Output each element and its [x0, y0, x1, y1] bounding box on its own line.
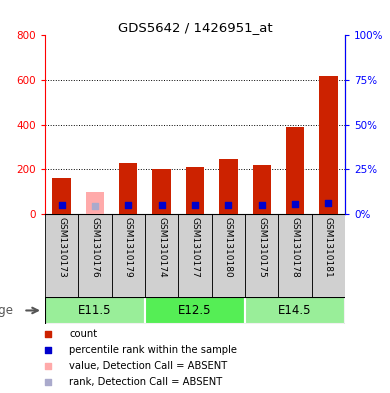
- Point: [45, 331, 51, 337]
- Point: [58, 202, 65, 209]
- Text: GSM1310174: GSM1310174: [157, 217, 166, 277]
- Point: [325, 200, 332, 206]
- Text: E11.5: E11.5: [78, 304, 112, 317]
- Bar: [319, 75, 338, 214]
- Bar: [245, 297, 345, 324]
- Bar: [45, 214, 78, 297]
- Text: value, Detection Call = ABSENT: value, Detection Call = ABSENT: [69, 361, 228, 371]
- Bar: [152, 169, 171, 214]
- Text: GSM1310178: GSM1310178: [291, 217, 300, 277]
- Bar: [78, 214, 112, 297]
- Bar: [178, 214, 212, 297]
- Bar: [145, 297, 245, 324]
- Point: [92, 203, 98, 209]
- Point: [292, 201, 298, 207]
- Point: [45, 379, 51, 386]
- Text: GSM1310180: GSM1310180: [224, 217, 233, 277]
- Point: [225, 202, 232, 208]
- Bar: [286, 127, 304, 214]
- Point: [45, 363, 51, 369]
- Text: count: count: [69, 329, 98, 339]
- Text: percentile rank within the sample: percentile rank within the sample: [69, 345, 238, 355]
- Bar: [86, 192, 104, 214]
- Bar: [219, 159, 238, 214]
- Text: GSM1310176: GSM1310176: [90, 217, 99, 277]
- Bar: [52, 178, 71, 214]
- Bar: [245, 214, 278, 297]
- Bar: [45, 297, 145, 324]
- Bar: [278, 214, 312, 297]
- Point: [45, 347, 51, 353]
- Text: GSM1310179: GSM1310179: [124, 217, 133, 277]
- Text: GSM1310173: GSM1310173: [57, 217, 66, 277]
- Text: GSM1310177: GSM1310177: [190, 217, 200, 277]
- Title: GDS5642 / 1426951_at: GDS5642 / 1426951_at: [118, 21, 272, 34]
- Point: [259, 202, 265, 208]
- Bar: [119, 163, 137, 214]
- Bar: [312, 214, 345, 297]
- Text: GSM1310181: GSM1310181: [324, 217, 333, 277]
- Point: [158, 202, 165, 208]
- Bar: [212, 214, 245, 297]
- Bar: [186, 167, 204, 214]
- Bar: [112, 214, 145, 297]
- Text: E12.5: E12.5: [178, 304, 212, 317]
- Text: rank, Detection Call = ABSENT: rank, Detection Call = ABSENT: [69, 377, 223, 387]
- Text: age: age: [0, 304, 14, 317]
- Point: [192, 202, 198, 209]
- Text: GSM1310175: GSM1310175: [257, 217, 266, 277]
- Bar: [253, 165, 271, 214]
- Text: E14.5: E14.5: [278, 304, 312, 317]
- Bar: [145, 214, 178, 297]
- Point: [125, 202, 131, 209]
